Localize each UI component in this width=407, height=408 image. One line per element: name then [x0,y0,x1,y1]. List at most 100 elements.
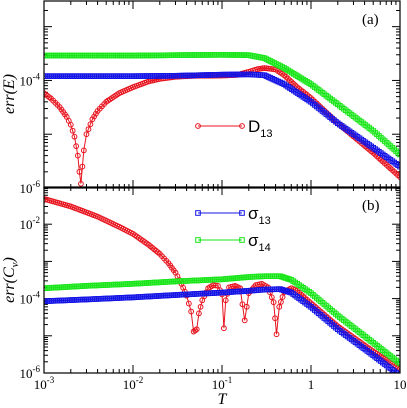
series-σ13 [44,71,400,170]
data-point [78,180,84,187]
x-tick-base: 10 [34,377,47,392]
x-tick-label: 10-3 [34,375,55,392]
legend-marker [195,123,201,129]
data-point [220,325,227,332]
panel-b: 10-610-410-210-3 10-2 10-1 1 10(b)err(Cv)Tσ1… [1,186,407,408]
y-tick-exponent: -4 [33,71,41,81]
x-tick-base: 1 [308,377,315,392]
y-tick-base: 10 [20,292,33,307]
plot-frame [43,0,401,189]
data-point [397,163,400,170]
data-point [239,301,246,308]
data-point [397,174,400,180]
legend-marker [239,210,245,216]
data-point [188,308,195,315]
data-point [185,300,192,307]
legend-label-main: D [248,117,260,136]
series-σ13 [44,286,400,373]
legend-marker [239,123,245,129]
legend-label-main: σ [248,204,259,223]
data-point [73,143,80,150]
x-tick-label: 10-2 [123,375,144,392]
plot-area [44,195,400,373]
data-point [395,371,400,373]
data-point [85,126,92,133]
legend-marker [195,210,201,216]
data-point [397,151,400,158]
x-tick-label: 10 [394,377,407,392]
data-point [195,310,202,317]
y-axis-label: err(E) [1,74,18,114]
legend-label: σ14 [248,231,271,254]
y-tick-exponent: -6 [33,179,41,189]
data-point [71,133,78,140]
plot-area [44,51,400,187]
data-point [44,195,47,202]
data-point [272,315,278,322]
legend-entry: σ14 [195,231,271,254]
y-tick-exponent: -4 [33,290,41,300]
data-point [192,327,199,334]
legend-entry: D13 [195,117,273,140]
data-point [222,297,229,304]
x-tick-exponent: -2 [136,375,144,385]
data-point [67,121,74,128]
data-point [279,294,286,300]
data-point [391,368,398,373]
data-point [79,163,86,170]
y-tick-base: 10 [20,217,33,232]
series-line [44,73,400,168]
y-axis-label-close: ) [1,257,18,263]
data-point [270,299,277,306]
y-tick-base: 10 [20,366,33,381]
data-point [397,365,400,372]
plot-frame [43,186,401,374]
y-tick-base: 10 [20,73,33,88]
data-point [278,299,284,305]
data-point [212,282,219,289]
panel-a: 10-410-6(a)err(E)D13 [1,0,401,196]
panel-label: (a) [362,12,379,28]
y-axis-label: err(Cv) [1,257,21,303]
x-axis-label: T [218,391,228,408]
data-point [44,90,47,97]
x-tick-exponent: -1 [225,375,233,385]
data-point [193,326,200,333]
y-tick-exponent: -6 [33,364,41,374]
data-point [241,317,248,324]
data-point [69,127,76,134]
data-point [273,331,280,338]
data-point [74,152,81,159]
series-σ14 [44,273,400,367]
x-tick-base: 10 [123,377,136,392]
x-tick-label: 1 [308,377,315,392]
legend-label-main: σ [248,231,259,250]
y-tick-label: 10-6 [20,364,41,381]
y-tick-label: 10-2 [20,215,41,232]
x-tick-base: 10 [394,377,407,392]
y-tick-label: 10-6 [20,179,41,196]
data-point [276,303,283,310]
y-axis-label-main: err(C [1,267,18,303]
data-point [76,168,83,175]
legend-label-sub: 13 [260,128,272,140]
data-point [83,131,90,138]
legend-label-sub: 13 [259,215,271,227]
y-tick-label: 10-4 [20,290,41,307]
data-point [197,303,204,310]
y-tick-exponent: -2 [33,215,41,225]
y-axis-label-sub: v [9,262,21,267]
legend-marker [239,237,245,243]
y-tick-base: 10 [20,181,33,196]
data-point [243,303,250,310]
series-σ14 [44,51,400,158]
data-point [237,285,244,292]
y-tick-label: 10-4 [20,71,41,88]
x-tick-base: 10 [212,377,225,392]
legend-marker [195,237,201,243]
x-tick-label: 10-1 [212,375,233,392]
panel-label: (b) [362,198,380,214]
data-point [80,147,87,154]
data-point [397,360,400,367]
